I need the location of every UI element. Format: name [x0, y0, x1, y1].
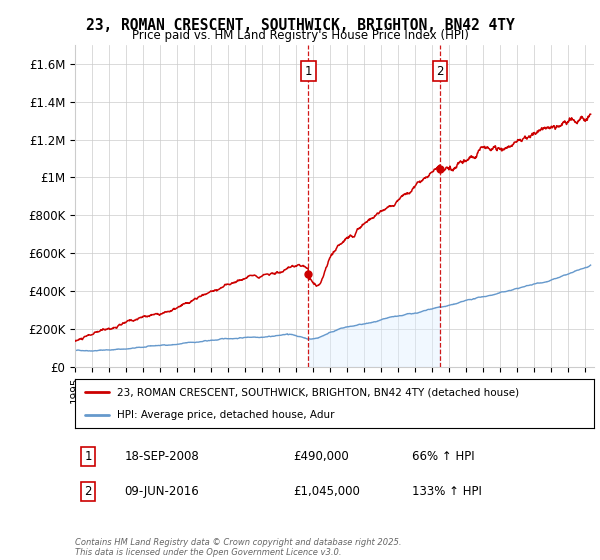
Text: 18-SEP-2008: 18-SEP-2008	[124, 450, 199, 463]
Text: 09-JUN-2016: 09-JUN-2016	[124, 485, 199, 498]
Text: £1,045,000: £1,045,000	[293, 485, 360, 498]
Text: 2: 2	[436, 65, 443, 78]
Text: Price paid vs. HM Land Registry's House Price Index (HPI): Price paid vs. HM Land Registry's House …	[131, 29, 469, 42]
Text: Contains HM Land Registry data © Crown copyright and database right 2025.
This d: Contains HM Land Registry data © Crown c…	[75, 538, 401, 557]
Text: 23, ROMAN CRESCENT, SOUTHWICK, BRIGHTON, BN42 4TY (detached house): 23, ROMAN CRESCENT, SOUTHWICK, BRIGHTON,…	[116, 388, 518, 398]
Text: 1: 1	[305, 65, 312, 78]
Text: 133% ↑ HPI: 133% ↑ HPI	[412, 485, 482, 498]
Text: HPI: Average price, detached house, Adur: HPI: Average price, detached house, Adur	[116, 410, 334, 420]
Text: 2: 2	[84, 485, 92, 498]
Text: 1: 1	[84, 450, 92, 463]
Text: 23, ROMAN CRESCENT, SOUTHWICK, BRIGHTON, BN42 4TY: 23, ROMAN CRESCENT, SOUTHWICK, BRIGHTON,…	[86, 18, 514, 33]
Text: £490,000: £490,000	[293, 450, 349, 463]
Text: 66% ↑ HPI: 66% ↑ HPI	[412, 450, 475, 463]
